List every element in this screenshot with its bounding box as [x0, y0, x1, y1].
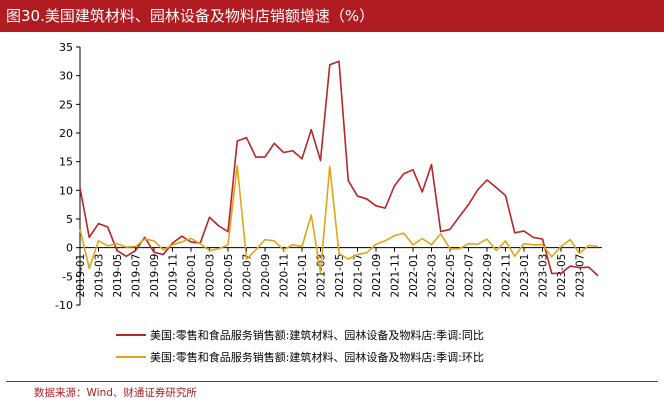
legend-label-mom: 美国:零售和食品服务销售额:建筑材料、园林设备及物料店:季调:环比 — [150, 350, 484, 364]
x-tick-label: 2023-05 — [556, 254, 568, 298]
x-tick-label: 2023-01 — [519, 254, 531, 298]
y-tick-label: 0 — [66, 242, 73, 255]
y-tick-label: 10 — [59, 184, 73, 197]
x-tick-label: 2019-09 — [149, 254, 161, 298]
x-tick-label: 2020-05 — [223, 254, 235, 298]
x-tick-label: 2019-07 — [131, 254, 143, 298]
x-tick-label: 2021-05 — [334, 254, 346, 298]
x-tick-label: 2022-11 — [501, 254, 513, 298]
x-tick-label: 2019-11 — [168, 254, 180, 298]
y-tick-label: 20 — [59, 127, 73, 140]
data-source: 数据来源：Wind、财通证券研究所 — [34, 387, 197, 399]
y-axis-labels: -10 -5 0 5 10 15 20 25 30 35 — [55, 41, 73, 312]
y-tick-label: 35 — [59, 41, 73, 54]
x-axis-ticks — [79, 247, 580, 252]
x-tick-label: 2022-07 — [464, 254, 476, 298]
x-tick-label: 2022-01 — [408, 254, 420, 298]
x-tick-label: 2021-09 — [371, 254, 383, 298]
legend-label-yoy: 美国:零售和食品服务销售额:建筑材料、园林设备及物料店:季调:同比 — [150, 328, 484, 342]
x-tick-label: 2020-11 — [279, 254, 291, 298]
y-tick-label: 25 — [59, 98, 73, 111]
x-tick-label: 2023-03 — [538, 254, 550, 298]
x-tick-label: 2023-07 — [575, 254, 587, 298]
x-tick-label: 2022-05 — [445, 254, 457, 298]
y-axis-ticks — [76, 46, 80, 306]
x-axis-labels: 2019-01 2019-03 2019-05 2019-07 2019-09 2019-… — [75, 254, 587, 298]
x-tick-label: 2021-07 — [353, 254, 365, 298]
y-tick-label: 15 — [59, 156, 73, 169]
x-tick-label: 2020-03 — [205, 254, 217, 298]
y-tick-label: -5 — [62, 270, 73, 283]
source-divider — [6, 381, 658, 382]
series-lines — [79, 60, 599, 277]
x-tick-label: 2019-05 — [112, 254, 124, 298]
chart-title: 图30.美国建筑材料、园林设备及物料店销额增速（%） — [6, 7, 375, 25]
x-tick-label: 2020-07 — [242, 254, 254, 298]
y-tick-label: 30 — [59, 70, 73, 83]
x-tick-label: 2021-11 — [390, 254, 402, 298]
x-tick-label: 2020-01 — [186, 254, 198, 298]
legend: 美国:零售和食品服务销售额:建筑材料、园林设备及物料店:季调:同比美国:零售和食… — [116, 328, 484, 364]
y-tick-label: 5 — [66, 213, 73, 226]
y-tick-label: -10 — [55, 299, 73, 312]
x-tick-label: 2019-01 — [75, 254, 87, 298]
x-tick-label: 2022-03 — [427, 254, 439, 298]
title-bar: 图30.美国建筑材料、园林设备及物料店销额增速（%） — [0, 0, 664, 32]
x-tick-label: 2019-03 — [94, 254, 106, 298]
mom-series-line — [79, 164, 599, 274]
x-tick-label: 2022-09 — [482, 254, 494, 298]
yoy-series-line — [79, 60, 599, 277]
x-tick-label: 2020-09 — [260, 254, 272, 298]
x-tick-label: 2021-01 — [297, 254, 309, 298]
